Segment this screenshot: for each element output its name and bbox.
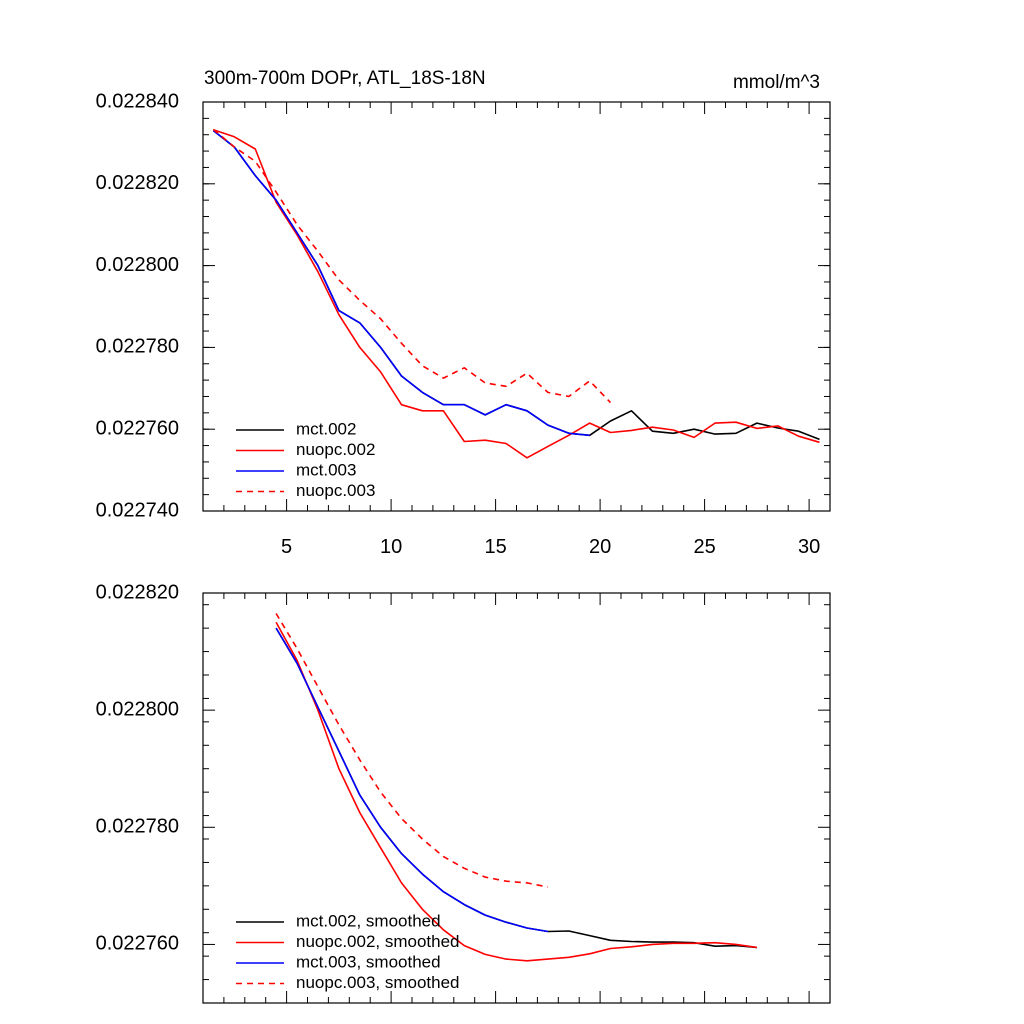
series-line-mct-003-smoothed bbox=[275, 627, 549, 933]
legend-label: nuopc.002, smoothed bbox=[296, 932, 460, 951]
x-tick-label: 5 bbox=[281, 536, 292, 558]
legend-label: mct.002, smoothed bbox=[296, 911, 441, 930]
x-tick-label: 15 bbox=[484, 536, 506, 558]
series-line-mct-002 bbox=[212, 129, 820, 441]
legend-label: nuopc.003 bbox=[296, 481, 375, 500]
y-tick-label: 0.022840 bbox=[96, 90, 179, 112]
y-tick-label: 0.022800 bbox=[96, 254, 179, 276]
legend-label: mct.003, smoothed bbox=[296, 952, 441, 971]
x-tick-label: 25 bbox=[693, 536, 715, 558]
y-tick-label: 0.022820 bbox=[96, 172, 179, 194]
top-panel: 5 10 15 20 25 30 0.022740 0.022760 0.022780 0.022… bbox=[96, 68, 831, 558]
y-tick-label: 0.022740 bbox=[96, 499, 179, 521]
y-tick-label: 0.022800 bbox=[96, 698, 179, 720]
legend-label: nuopc.002 bbox=[296, 440, 375, 459]
x-tick-label: 20 bbox=[589, 536, 611, 558]
legend-label: mct.002 bbox=[296, 419, 356, 438]
chart-title: 300m-700m DOPr, ATL_18S-18N bbox=[204, 68, 486, 89]
y-tick-label: 0.022760 bbox=[96, 933, 179, 955]
chart-units: mmol/m^3 bbox=[733, 72, 820, 93]
y-tick-label: 0.022760 bbox=[96, 417, 179, 439]
bottom-panel: 0.022760 0.022780 0.022800 0.022820 mct.002,… bbox=[96, 581, 831, 1004]
series-line-nuopc-002 bbox=[213, 129, 820, 459]
legend-label: mct.003 bbox=[296, 460, 356, 479]
y-tick-label: 0.022780 bbox=[96, 336, 179, 358]
x-tick-label: 10 bbox=[380, 536, 402, 558]
series-line-nuopc-002-smoothed bbox=[275, 621, 758, 962]
legend-label: nuopc.003, smoothed bbox=[296, 973, 460, 992]
series-line-nuopc-003-smoothed bbox=[275, 613, 549, 888]
y-tick-label: 0.022780 bbox=[96, 816, 179, 838]
series-line-nuopc-003 bbox=[212, 128, 612, 404]
x-tick-label: 30 bbox=[798, 536, 820, 558]
series-line-mct-003 bbox=[212, 129, 590, 437]
y-tick-label: 0.022820 bbox=[96, 581, 179, 603]
